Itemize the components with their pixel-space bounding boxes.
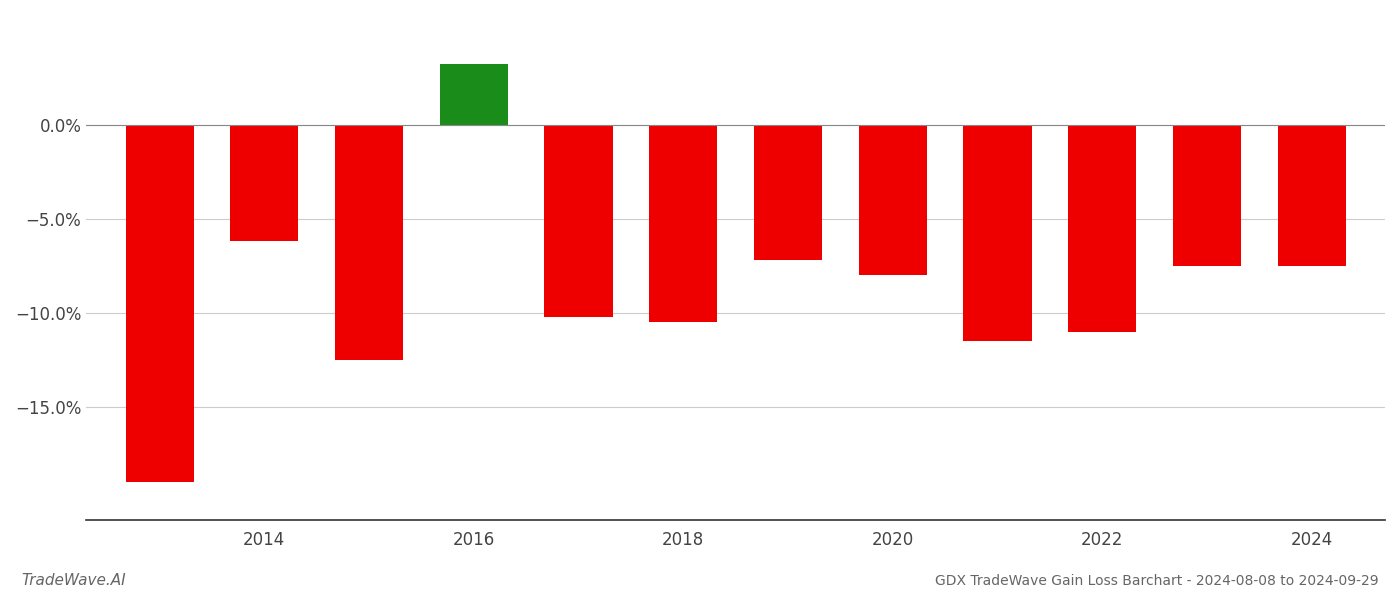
Bar	[335, 125, 403, 360]
Text: TradeWave.AI: TradeWave.AI	[21, 573, 126, 588]
Bar	[440, 64, 508, 125]
Bar	[650, 125, 717, 322]
Text: GDX TradeWave Gain Loss Barchart - 2024-08-08 to 2024-09-29: GDX TradeWave Gain Loss Barchart - 2024-…	[935, 574, 1379, 588]
Bar	[230, 125, 298, 241]
Bar	[1278, 125, 1345, 266]
Bar	[1068, 125, 1137, 332]
Bar	[126, 125, 193, 482]
Bar	[858, 125, 927, 275]
Bar	[545, 125, 613, 317]
Bar	[1173, 125, 1240, 266]
Bar	[963, 125, 1032, 341]
Bar	[755, 125, 822, 260]
